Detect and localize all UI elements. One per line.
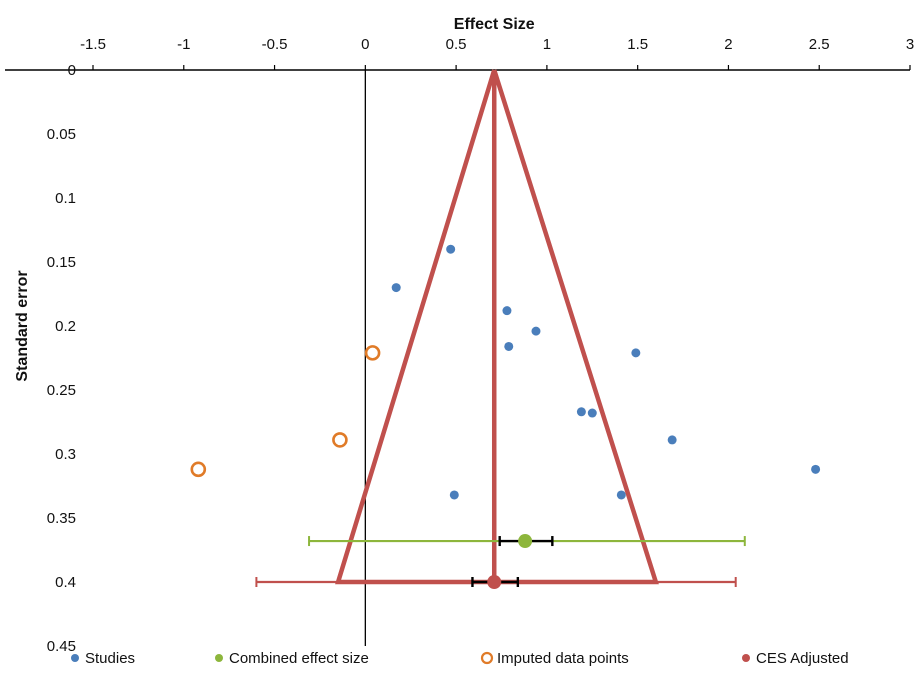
legend-label-studies: Studies (85, 650, 135, 667)
x-tick-label: 0.5 (446, 36, 467, 53)
study-point (502, 306, 511, 315)
study-point (392, 283, 401, 292)
funnel-triangle (338, 70, 656, 582)
study-point (617, 490, 626, 499)
y-tick-label: 0 (68, 62, 76, 79)
study-point (450, 490, 459, 499)
x-tick-label: 3 (906, 36, 914, 53)
legend-label-imputed: Imputed data points (497, 650, 629, 667)
x-tick-label: 2.5 (809, 36, 830, 53)
imputed-point (192, 463, 205, 476)
legend-label-adjusted: CES Adjusted (756, 650, 849, 667)
x-tick-label: 1.5 (627, 36, 648, 53)
legend: Studies Combined effect size Imputed data … (71, 650, 849, 667)
study-point (631, 348, 640, 357)
x-tick-label: 2 (724, 36, 732, 53)
x-tick-label: 0 (361, 36, 369, 53)
y-tick-label: 0.15 (47, 254, 76, 271)
y-tick-label: 0.3 (55, 446, 76, 463)
x-tick-label: -0.5 (262, 36, 288, 53)
imputed-point (333, 433, 346, 446)
study-point (504, 342, 513, 351)
y-axis-title: Standard error (14, 270, 31, 381)
x-tick-label: 1 (543, 36, 551, 53)
axes-layer: -1.5 -1 -0.5 0 0.5 1 1.5 2 2.5 3 0 0.05 0.1 0.15 0.2 0.… (5, 36, 914, 655)
y-tick-label: 0.25 (47, 382, 76, 399)
y-tick-label: 0.2 (55, 318, 76, 335)
study-point (531, 327, 540, 336)
ces-adjusted-point (487, 575, 501, 589)
y-tick-label: 0.4 (55, 574, 76, 591)
study-point (811, 465, 820, 474)
study-point (588, 409, 597, 418)
legend-label-combined: Combined effect size (229, 650, 369, 667)
legend-marker-combined (215, 654, 223, 662)
study-point (668, 435, 677, 444)
x-tick-label: -1.5 (80, 36, 106, 53)
x-axis-title: Effect Size (454, 16, 535, 33)
y-tick-label: 0.45 (47, 638, 76, 655)
study-point (446, 245, 455, 254)
x-tick-label: -1 (177, 36, 190, 53)
y-tick-label: 0.05 (47, 126, 76, 143)
legend-marker-imputed (482, 653, 492, 663)
legend-marker-adjusted (742, 654, 750, 662)
y-tick-label: 0.35 (47, 510, 76, 527)
imputed-point (366, 346, 379, 359)
y-tick-label: 0.1 (55, 190, 76, 207)
legend-marker-studies (71, 654, 79, 662)
combined-effect-point (518, 534, 532, 548)
study-point (577, 407, 586, 416)
marks-layer (192, 70, 820, 646)
